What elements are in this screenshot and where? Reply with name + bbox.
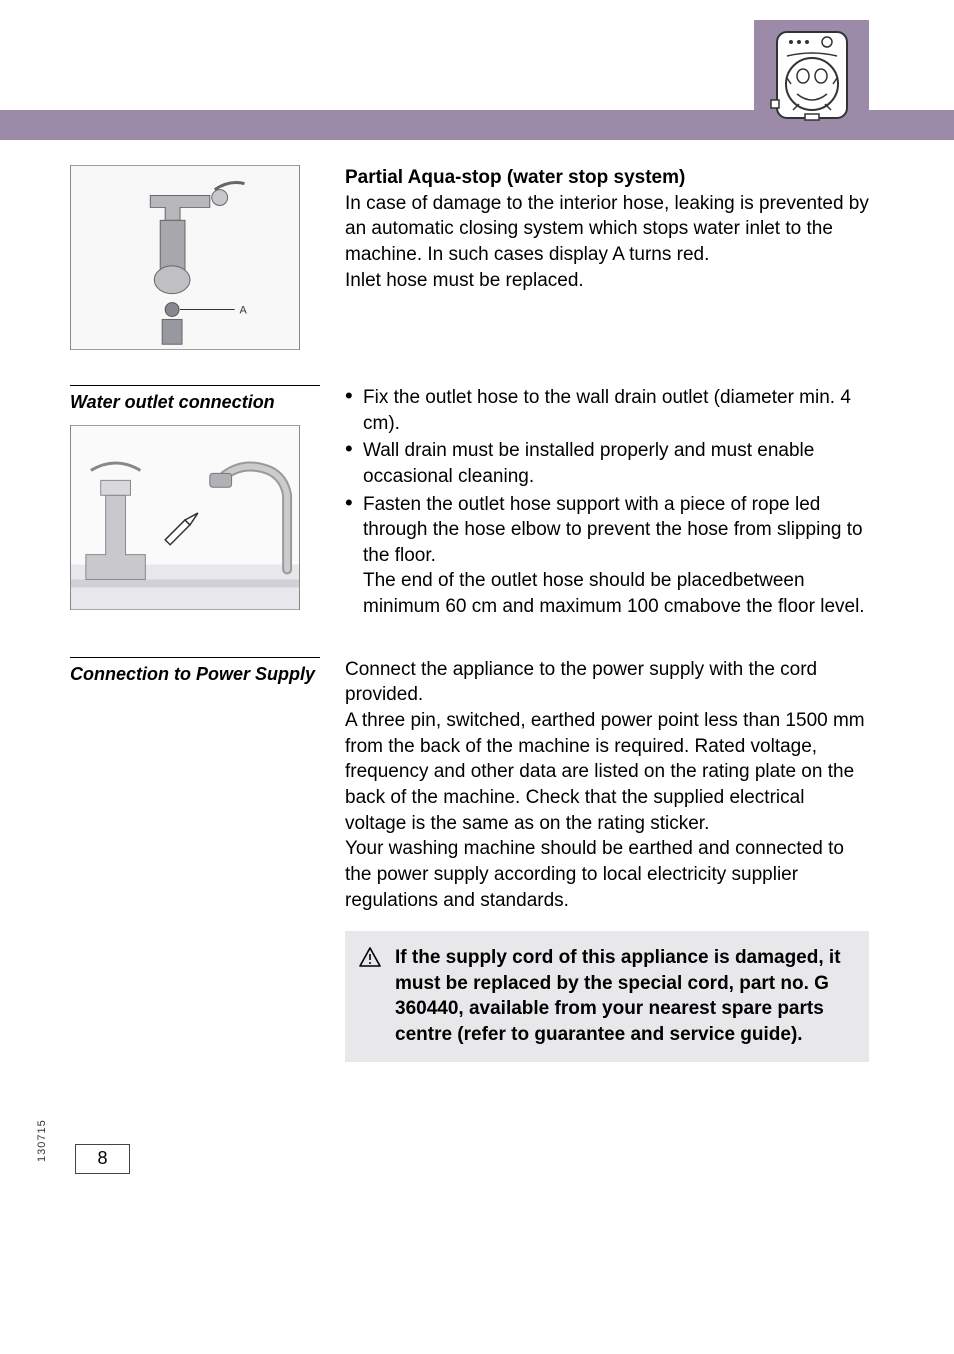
warning-icon xyxy=(359,945,381,975)
power-text: Connect the appliance to the power suppl… xyxy=(345,657,869,1062)
power-heading: Connection to Power Supply xyxy=(70,657,320,685)
warning-text: If the supply cord of this appliance is … xyxy=(395,947,841,1045)
bullet-1: Fix the outlet hose to the wall drain ou… xyxy=(345,385,869,436)
doc-id: 130715 xyxy=(36,1119,48,1162)
section-aqua-stop: A Partial Aqua-stop (water stop system) … xyxy=(70,165,869,350)
aqua-stop-title: Partial Aqua-stop (water stop system) xyxy=(345,167,685,188)
header-band xyxy=(0,0,954,140)
water-outlet-heading: Water outlet connection xyxy=(70,385,320,413)
aqua-stop-text: Partial Aqua-stop (water stop system) In… xyxy=(345,165,869,350)
section-power-supply: Connection to Power Supply Connect the a… xyxy=(70,657,869,1062)
section-water-outlet: Water outlet connection xyxy=(70,385,869,622)
figure-water-outlet xyxy=(70,425,300,610)
power-left: Connection to Power Supply xyxy=(70,657,320,1062)
power-body: Connect the appliance to the power suppl… xyxy=(345,657,869,913)
water-outlet-text: Fix the outlet hose to the wall drain ou… xyxy=(345,385,869,622)
bullet-2: Wall drain must be installed properly an… xyxy=(345,438,869,489)
figure-aqua-stop-container: A xyxy=(70,165,320,350)
figure-aqua-stop: A xyxy=(70,165,300,350)
page-number: 8 xyxy=(75,1144,130,1174)
bullet-3: Fasten the outlet hose support with a pi… xyxy=(345,492,869,620)
washing-machine-icon xyxy=(754,20,869,130)
aqua-stop-body: In case of damage to the interior hose, … xyxy=(345,191,869,268)
water-outlet-bullets: Fix the outlet hose to the wall drain ou… xyxy=(345,385,869,620)
water-outlet-left: Water outlet connection xyxy=(70,385,320,622)
page-footer: 130715 8 xyxy=(0,1102,954,1222)
page-content: A Partial Aqua-stop (water stop system) … xyxy=(0,140,954,1102)
warning-box: If the supply cord of this appliance is … xyxy=(345,931,869,1062)
figure-label-a: A xyxy=(240,305,248,317)
aqua-stop-body2: Inlet hose must be replaced. xyxy=(345,268,869,294)
